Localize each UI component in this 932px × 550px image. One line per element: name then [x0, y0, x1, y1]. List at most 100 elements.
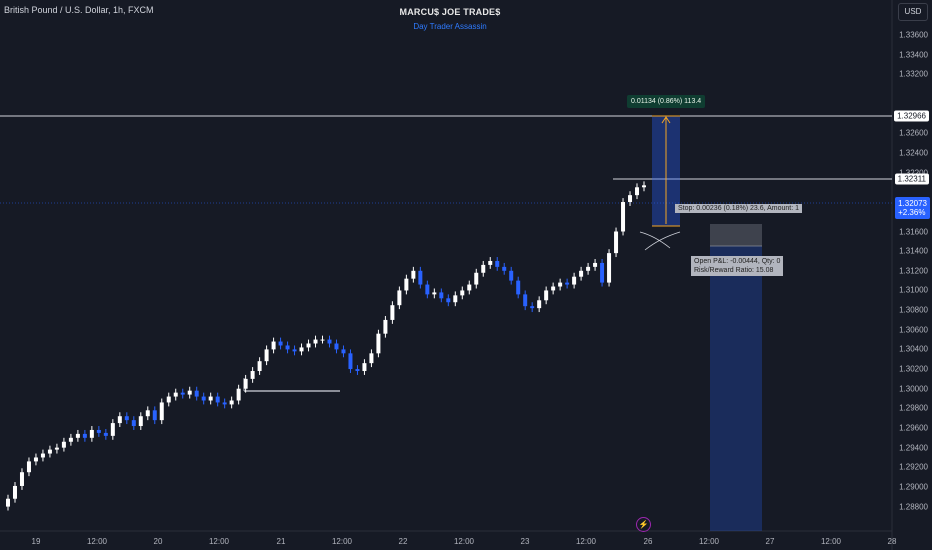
candle-body [439, 292, 444, 299]
candle-body [516, 280, 521, 295]
price-label-level-mid: 1.32311 [894, 173, 929, 185]
candle-body [299, 347, 304, 352]
candle-body [152, 410, 157, 421]
candle-body [432, 292, 437, 295]
candle-body [229, 400, 234, 405]
candle-body [285, 345, 290, 350]
candle-body [341, 349, 346, 354]
candle-body [12, 485, 17, 499]
price-tick-label: 1.30000 [899, 384, 928, 394]
candle-body [621, 202, 626, 232]
price-tick-label: 1.29400 [899, 443, 928, 453]
candle-body [460, 290, 465, 296]
time-tick-label: 12:00 [698, 537, 720, 546]
price-tick-label: 1.33600 [899, 30, 928, 40]
candle-body [208, 396, 213, 401]
candle-body [425, 284, 430, 295]
candle-body [19, 472, 24, 486]
candle-body [250, 371, 255, 379]
price-tick-label: 1.31600 [899, 227, 928, 236]
price-tick-label: 1.31000 [899, 285, 928, 295]
currency-button[interactable]: USD [898, 3, 928, 21]
candle-body [523, 294, 528, 307]
candle-body [530, 306, 535, 309]
candle-body [54, 447, 59, 450]
candle-body [565, 282, 570, 285]
position-label: Open P&L: -0.00444, Qty: 0 Risk/Reward R… [691, 256, 784, 276]
candle-body [257, 361, 262, 372]
candle-body [593, 262, 598, 267]
candle-body [635, 187, 640, 196]
symbol-title[interactable]: British Pound / U.S. Dollar, 1h, FXCM [4, 5, 154, 15]
candle-body [138, 416, 143, 427]
candle-body [173, 392, 178, 397]
current-price-change: +2.36% [898, 208, 926, 217]
candle-body [271, 341, 276, 350]
candle-body [327, 339, 332, 344]
time-tick-label: 26 [643, 537, 653, 546]
measure-label: 0.01134 (0.86%) 113.4 [627, 95, 706, 108]
price-tick-label: 1.33200 [899, 69, 928, 79]
candle-body [145, 410, 150, 417]
candle-body [278, 341, 283, 346]
lightning-icon[interactable]: ⚡ [636, 517, 651, 532]
candle-body [110, 423, 115, 436]
candle-body [180, 392, 185, 395]
candle-body [369, 353, 374, 364]
time-tick-label: 23 [520, 537, 530, 546]
candle-body [586, 266, 591, 271]
candle-body [222, 402, 227, 405]
time-tick-label: 27 [765, 537, 775, 546]
candle-body [390, 305, 395, 320]
candle-body [6, 498, 10, 507]
measure-arrow-head [661, 116, 671, 124]
price-label-level-high: 1.32966 [894, 110, 929, 122]
price-tick-label: 1.29600 [899, 423, 928, 433]
time-tick-label: 12:00 [575, 537, 597, 546]
price-tick-label: 1.32200 [899, 168, 928, 177]
price-tick-label: 1.31200 [899, 266, 928, 276]
time-tick-label: 12:00 [820, 537, 842, 546]
target-zone[interactable] [710, 246, 762, 531]
time-tick-label: 12:00 [208, 537, 230, 546]
time-tick-label: 12:00 [86, 537, 108, 546]
candle-body [89, 429, 94, 438]
candle-body [187, 390, 192, 395]
candle-body [348, 353, 353, 370]
candle-body [397, 290, 402, 306]
current-price-value: 1.32073 [898, 199, 927, 208]
time-tick-label: 20 [153, 537, 163, 546]
curve-annotation-1 [639, 231, 671, 249]
risk-reward-text: Risk/Reward Ratio: 15.08 [694, 267, 774, 274]
candle-body [292, 349, 297, 352]
price-tick-label: 1.30200 [899, 364, 928, 374]
price-tick-label: 1.30400 [899, 344, 928, 354]
candle-body [404, 278, 409, 291]
candle-body [418, 270, 423, 285]
stop-label: Stop: 0.00236 (0.18%) 23.6, Amount: 1 [675, 204, 803, 213]
price-tick-label: 1.33400 [899, 50, 928, 60]
candle-body [376, 333, 381, 354]
candle-body [502, 266, 507, 271]
candle-body [614, 231, 619, 254]
candle-body [544, 290, 549, 301]
candle-body [33, 457, 38, 462]
watermark-title: MARCU$ JOE TRADE$ [399, 7, 501, 17]
stop-zone[interactable] [710, 224, 762, 246]
time-tick-label: 12:00 [331, 537, 353, 546]
candle-body [26, 461, 31, 473]
time-tick-label: 28 [887, 537, 897, 546]
candle-body [320, 339, 325, 341]
time-tick-label: 19 [31, 537, 41, 546]
candle-body [166, 396, 171, 403]
candle-body [446, 298, 451, 303]
price-tick-label: 1.30800 [899, 305, 928, 315]
candle-body [306, 343, 311, 348]
open-pl-text: Open P&L: -0.00444, Qty: 0 [694, 258, 781, 265]
price-tick-label: 1.30600 [899, 325, 928, 335]
candle-body [117, 416, 122, 424]
candle-body [572, 276, 577, 285]
price-tick-label: 1.29800 [899, 403, 928, 413]
candle-body [607, 253, 612, 283]
